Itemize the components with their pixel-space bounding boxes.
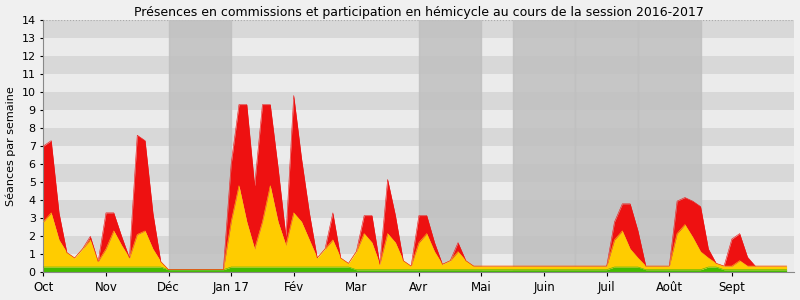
Bar	[43, 110, 794, 128]
Bar	[638, 20, 701, 272]
Bar	[43, 56, 794, 74]
Bar	[43, 236, 794, 254]
Bar	[43, 128, 794, 146]
Bar	[575, 20, 638, 272]
Bar	[43, 200, 794, 218]
Bar	[513, 20, 575, 272]
Bar	[43, 182, 794, 200]
Y-axis label: Séances par semaine: Séances par semaine	[6, 86, 16, 206]
Bar	[43, 74, 794, 92]
Bar	[43, 20, 794, 38]
Bar	[43, 146, 794, 164]
Bar	[43, 164, 794, 182]
Title: Présences en commissions et participation en hémicycle au cours de la session 20: Présences en commissions et participatio…	[134, 6, 704, 19]
Bar	[169, 20, 231, 272]
Bar	[43, 38, 794, 56]
Bar	[43, 218, 794, 236]
Bar	[43, 92, 794, 110]
Bar	[419, 20, 482, 272]
Bar	[43, 254, 794, 272]
